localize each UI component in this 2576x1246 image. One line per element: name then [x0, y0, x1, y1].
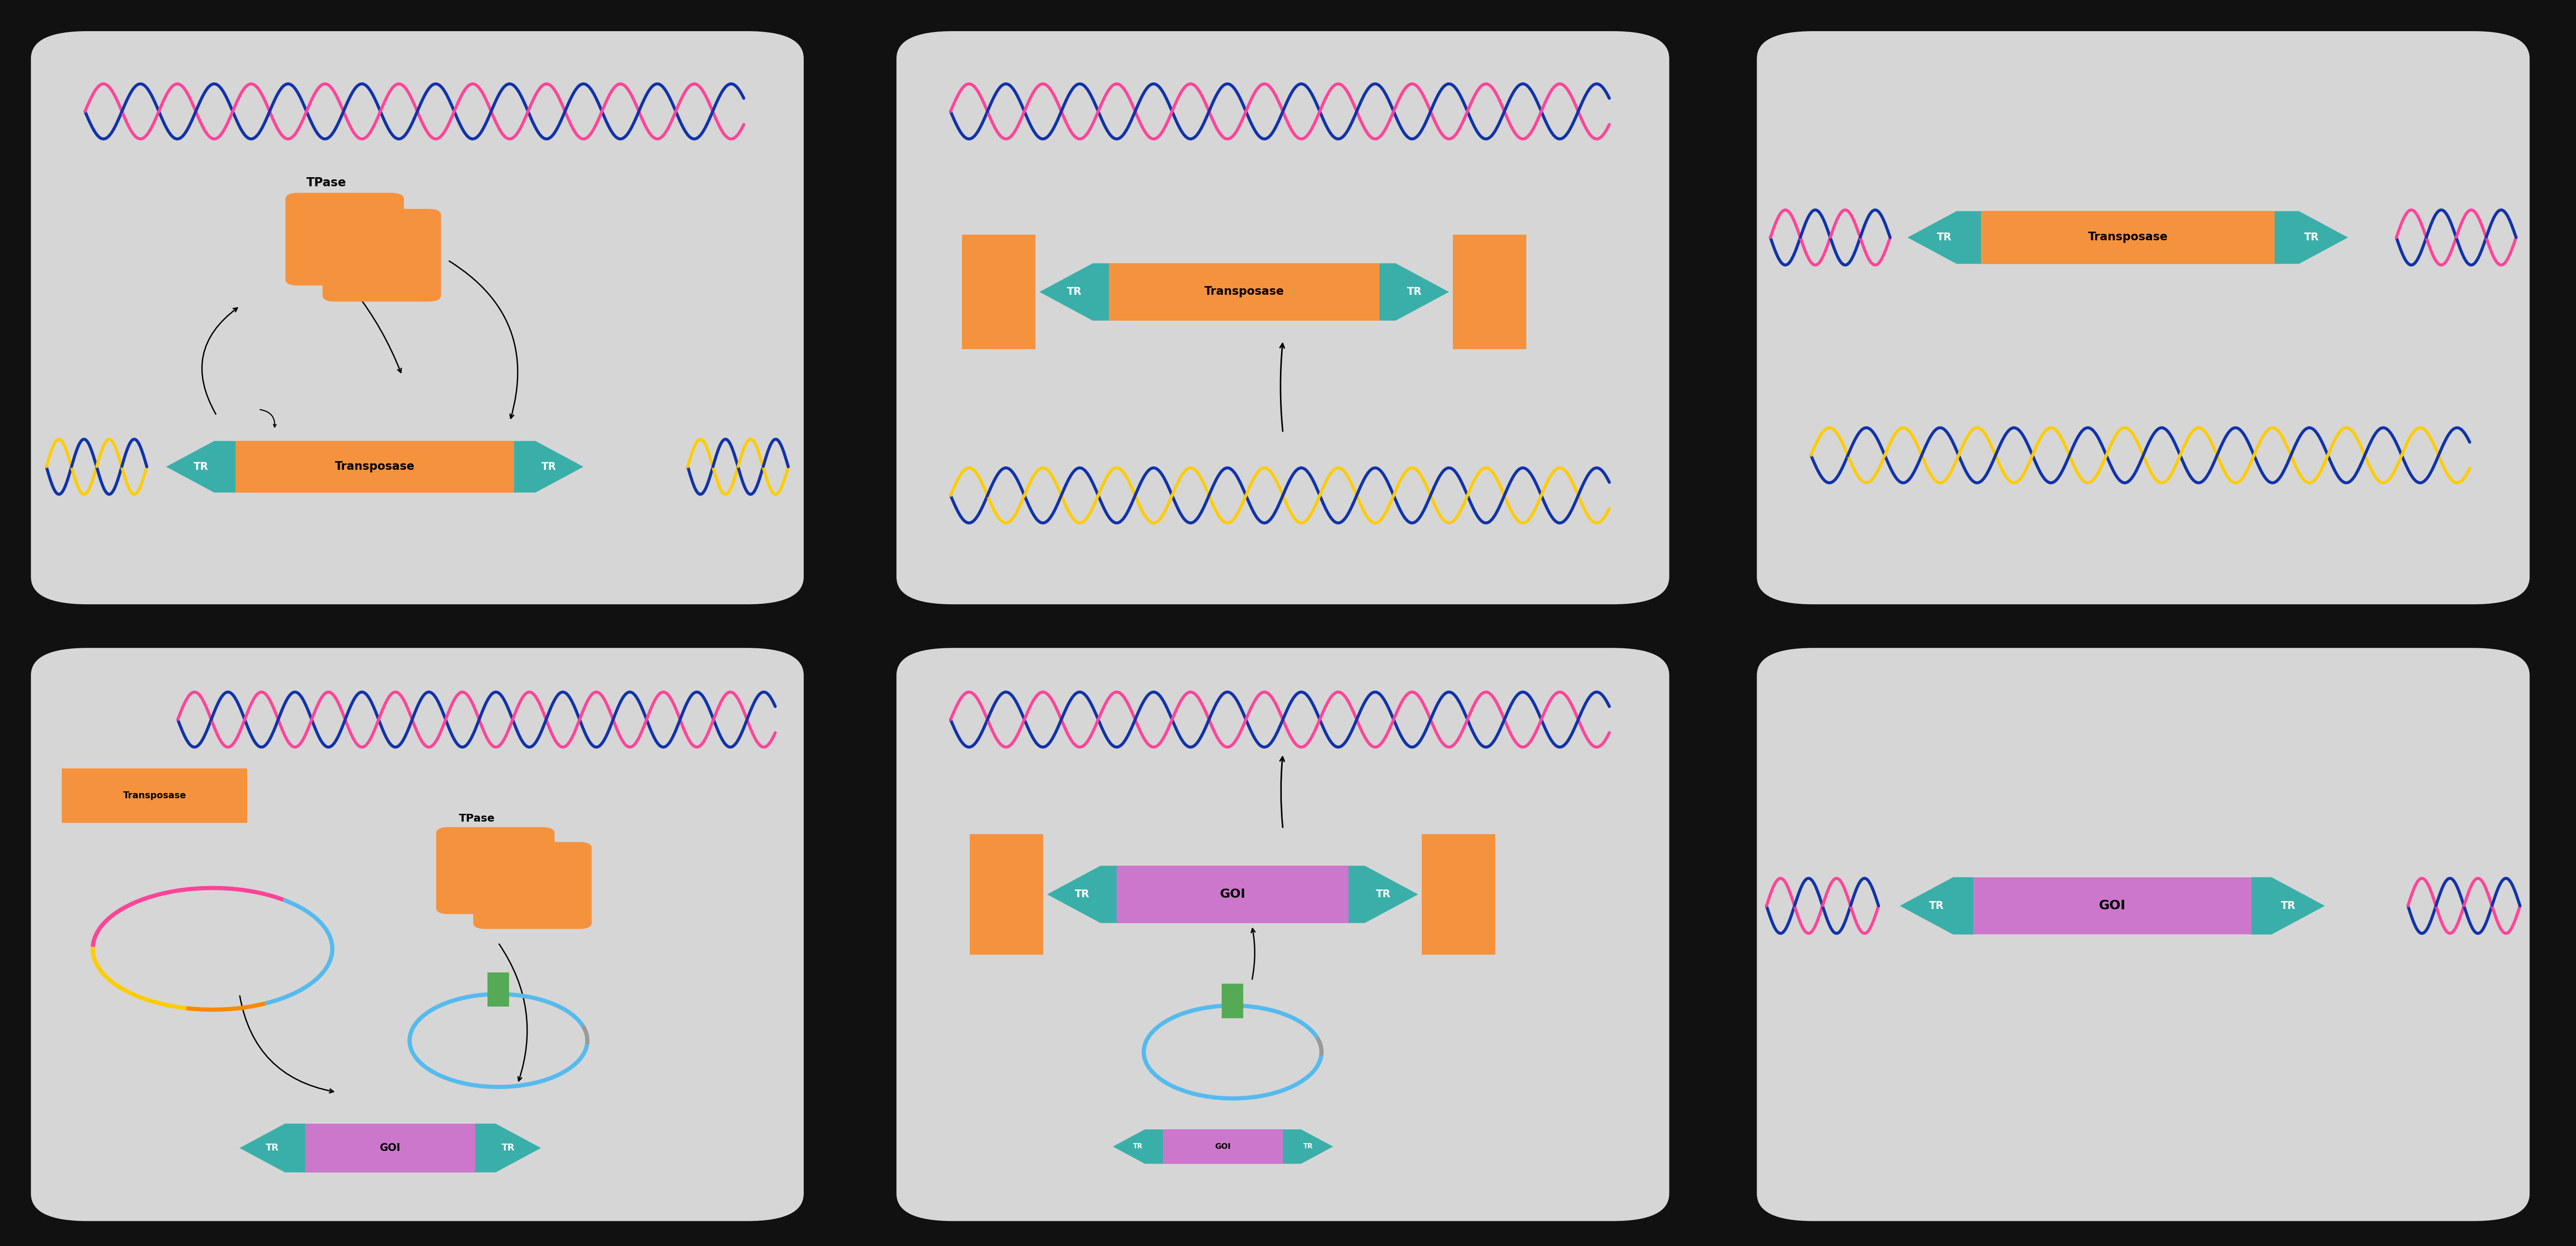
Polygon shape — [1283, 1129, 1332, 1164]
FancyBboxPatch shape — [237, 441, 515, 492]
Text: TR: TR — [193, 461, 209, 472]
FancyBboxPatch shape — [963, 234, 1036, 349]
Polygon shape — [1350, 866, 1417, 923]
FancyBboxPatch shape — [1221, 984, 1244, 1018]
FancyBboxPatch shape — [1757, 648, 2530, 1221]
Polygon shape — [1381, 263, 1448, 320]
FancyBboxPatch shape — [286, 193, 404, 285]
Text: GOI: GOI — [1218, 888, 1247, 901]
Polygon shape — [1113, 1129, 1164, 1164]
FancyBboxPatch shape — [435, 827, 554, 915]
FancyBboxPatch shape — [969, 835, 1043, 954]
FancyBboxPatch shape — [487, 972, 510, 1007]
FancyBboxPatch shape — [1422, 835, 1494, 954]
Polygon shape — [167, 441, 237, 492]
Text: Transposase: Transposase — [335, 461, 415, 472]
Text: GOI: GOI — [379, 1143, 402, 1154]
Text: TR: TR — [1066, 287, 1082, 297]
Polygon shape — [1899, 877, 1973, 934]
Text: Transposase: Transposase — [2089, 232, 2166, 243]
Polygon shape — [1906, 211, 1981, 264]
Text: TR: TR — [1929, 901, 1945, 911]
Text: TPase: TPase — [307, 177, 345, 188]
FancyBboxPatch shape — [896, 31, 1669, 604]
FancyBboxPatch shape — [1973, 877, 2251, 934]
Text: Transposase: Transposase — [124, 791, 185, 800]
FancyBboxPatch shape — [1757, 31, 2530, 604]
FancyBboxPatch shape — [896, 648, 1669, 1221]
FancyBboxPatch shape — [1164, 1129, 1283, 1164]
FancyBboxPatch shape — [1108, 263, 1381, 320]
FancyBboxPatch shape — [304, 1124, 474, 1172]
Polygon shape — [2251, 877, 2324, 934]
Text: TR: TR — [1303, 1144, 1314, 1150]
FancyBboxPatch shape — [1115, 866, 1350, 923]
FancyBboxPatch shape — [31, 31, 804, 604]
FancyBboxPatch shape — [1981, 211, 2275, 264]
Text: TR: TR — [1376, 890, 1391, 900]
Polygon shape — [1046, 866, 1115, 923]
Polygon shape — [1038, 263, 1108, 320]
Polygon shape — [2275, 211, 2349, 264]
FancyBboxPatch shape — [322, 209, 440, 302]
FancyBboxPatch shape — [474, 842, 592, 930]
Text: TR: TR — [1937, 232, 1953, 243]
Text: TPase: TPase — [459, 814, 495, 824]
Polygon shape — [515, 441, 582, 492]
Text: TR: TR — [265, 1144, 278, 1153]
Polygon shape — [474, 1124, 541, 1172]
Polygon shape — [240, 1124, 304, 1172]
FancyBboxPatch shape — [62, 769, 247, 822]
Text: TR: TR — [502, 1144, 515, 1153]
FancyBboxPatch shape — [1453, 234, 1525, 349]
Text: TR: TR — [1406, 287, 1422, 297]
Text: TR: TR — [1133, 1144, 1144, 1150]
Text: Transposase: Transposase — [1206, 287, 1283, 298]
Text: TR: TR — [1074, 890, 1090, 900]
Text: TR: TR — [541, 461, 556, 472]
FancyBboxPatch shape — [31, 648, 804, 1221]
Text: GOI: GOI — [2099, 900, 2125, 912]
Text: TR: TR — [2280, 901, 2295, 911]
Text: TR: TR — [2303, 232, 2318, 243]
Text: GOI: GOI — [1216, 1143, 1231, 1150]
